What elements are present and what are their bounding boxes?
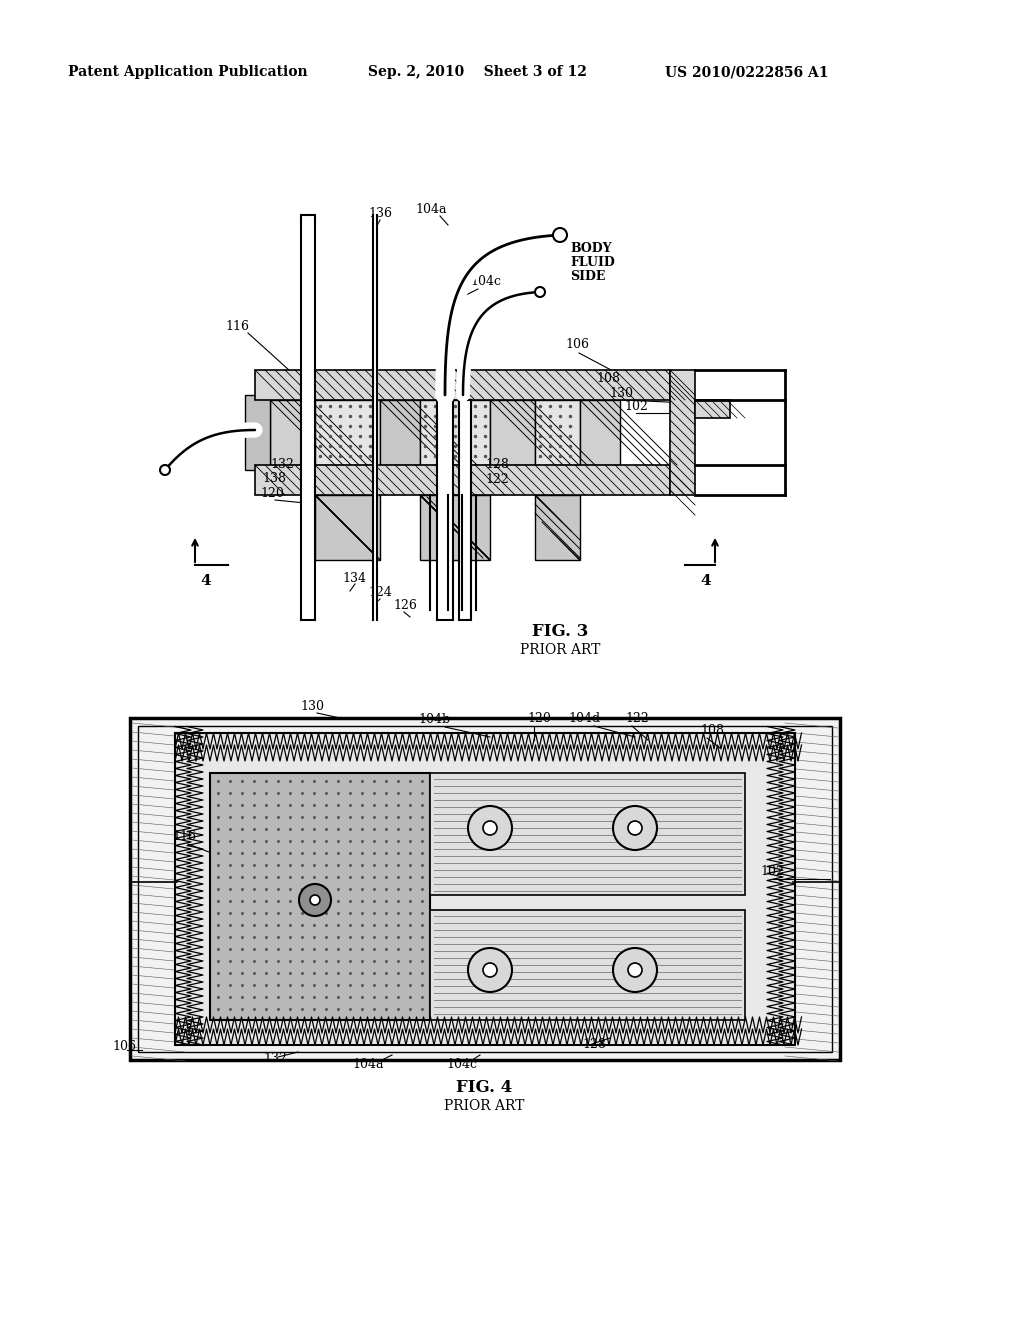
Text: 102: 102 (624, 400, 648, 413)
Text: FIG. 4: FIG. 4 (456, 1078, 512, 1096)
Bar (270, 400, 315, 465)
Text: 106: 106 (112, 1040, 136, 1053)
Circle shape (483, 821, 497, 836)
Text: 132: 132 (270, 458, 294, 471)
Text: 108: 108 (700, 723, 724, 737)
Text: 122: 122 (485, 473, 509, 486)
Circle shape (160, 465, 170, 475)
Bar (255, 370, 670, 400)
Text: 120: 120 (260, 487, 284, 500)
Circle shape (310, 895, 319, 906)
Text: 130: 130 (300, 700, 324, 713)
Circle shape (553, 228, 567, 242)
Text: 104b: 104b (418, 713, 451, 726)
Bar (695, 400, 730, 418)
Text: 106: 106 (565, 338, 589, 351)
Text: BODY: BODY (570, 242, 611, 255)
Bar (255, 465, 670, 495)
Circle shape (613, 807, 657, 850)
Text: SIDE: SIDE (570, 271, 605, 282)
Bar (535, 400, 580, 465)
Text: 102: 102 (760, 865, 784, 878)
Text: 128: 128 (485, 458, 509, 471)
Bar (301, 215, 315, 620)
Bar (245, 395, 270, 470)
Bar (459, 400, 471, 620)
Text: Patent Application Publication: Patent Application Publication (68, 65, 307, 79)
Circle shape (628, 964, 642, 977)
Circle shape (535, 286, 545, 297)
Circle shape (468, 807, 512, 850)
Bar (535, 495, 580, 560)
Text: 120: 120 (527, 711, 551, 725)
Bar (175, 733, 795, 1045)
Text: 130: 130 (609, 387, 633, 400)
Text: 4: 4 (700, 574, 711, 587)
Text: 134: 134 (342, 572, 366, 585)
Text: 116: 116 (225, 319, 249, 333)
Circle shape (613, 948, 657, 993)
Text: 116: 116 (172, 830, 196, 843)
Text: 128: 128 (582, 1038, 606, 1051)
Bar (315, 495, 380, 560)
Circle shape (468, 948, 512, 993)
Text: FLUID: FLUID (570, 256, 614, 269)
Text: 104c: 104c (470, 275, 501, 288)
Bar (420, 495, 490, 560)
Bar (430, 774, 745, 895)
Circle shape (628, 821, 642, 836)
Text: 124: 124 (368, 586, 392, 599)
Circle shape (483, 964, 497, 977)
Bar (420, 400, 490, 465)
Text: PRIOR ART: PRIOR ART (443, 1100, 524, 1113)
Bar (315, 400, 380, 465)
Text: 138: 138 (262, 473, 286, 484)
Bar (437, 400, 453, 620)
Bar (670, 370, 695, 495)
Text: PRIOR ART: PRIOR ART (520, 643, 600, 657)
Text: 136: 136 (368, 207, 392, 220)
Bar (210, 774, 430, 1020)
Text: 104c: 104c (446, 1059, 477, 1071)
Bar (430, 909, 745, 1020)
Text: 126: 126 (393, 599, 417, 612)
Text: 104a: 104a (415, 203, 446, 216)
Text: FIG. 3: FIG. 3 (531, 623, 588, 640)
Text: 122: 122 (625, 711, 649, 725)
Bar (580, 400, 620, 465)
Bar (380, 400, 420, 465)
Bar (138, 726, 831, 1052)
Text: 132: 132 (263, 1052, 287, 1065)
Text: 108: 108 (596, 372, 620, 385)
Text: 4: 4 (200, 574, 211, 587)
Bar (130, 718, 840, 1060)
Text: Sep. 2, 2010    Sheet 3 of 12: Sep. 2, 2010 Sheet 3 of 12 (368, 65, 587, 79)
Text: 104a: 104a (352, 1059, 384, 1071)
Text: 104d: 104d (568, 711, 600, 725)
Bar (490, 400, 535, 465)
Text: US 2010/0222856 A1: US 2010/0222856 A1 (665, 65, 828, 79)
Circle shape (299, 884, 331, 916)
